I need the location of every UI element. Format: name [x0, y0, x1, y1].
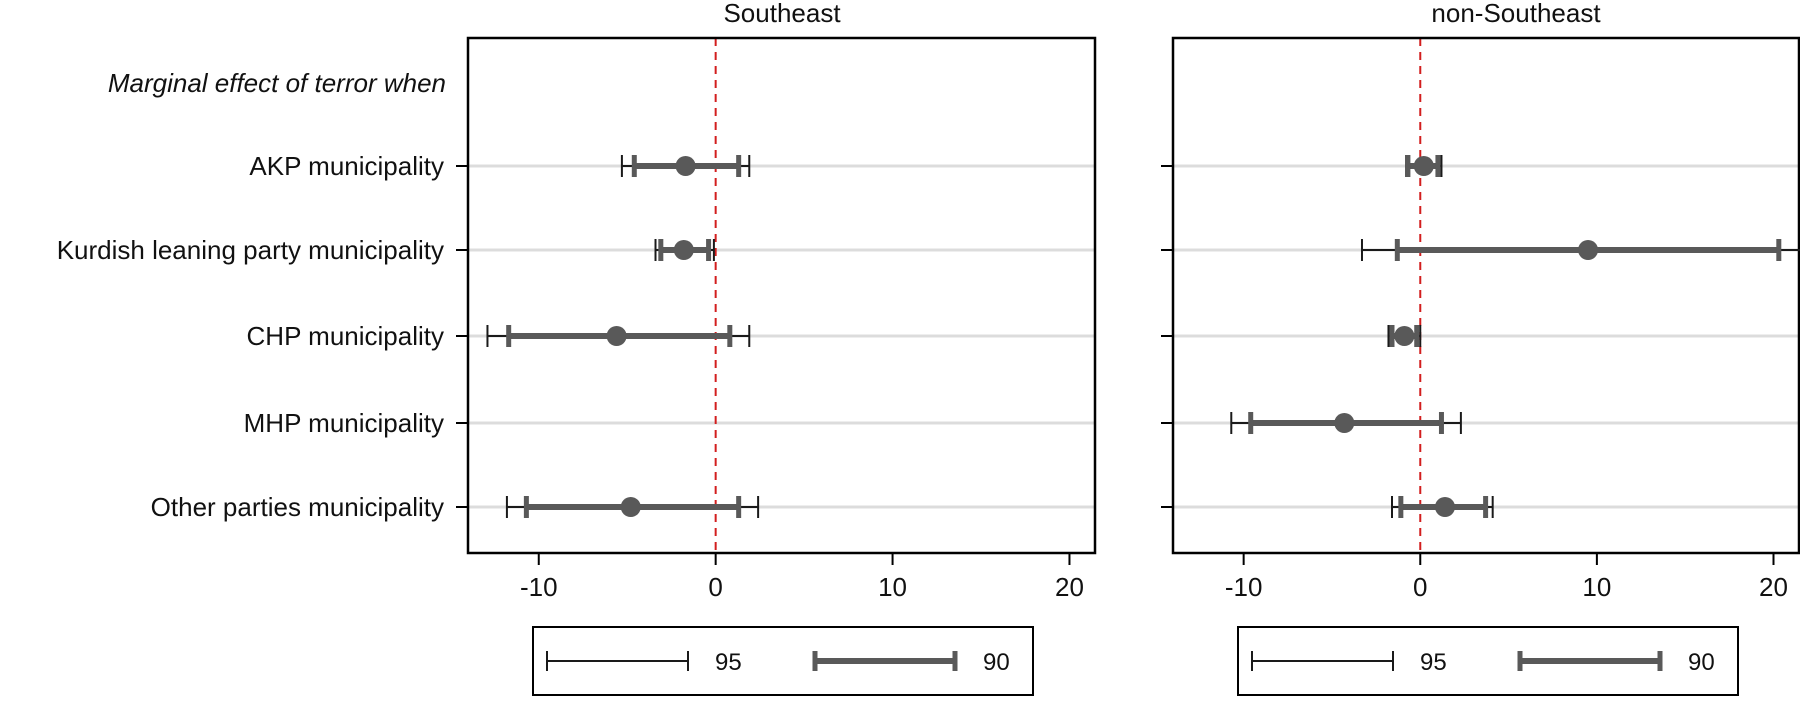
southeast-legend-label-95: 95 — [715, 649, 742, 676]
non-southeast-estimate-chp-municipality — [1394, 326, 1415, 346]
southeast-xtick-label-10: -10 — [520, 572, 558, 602]
southeast-estimate-chp-municipality — [606, 326, 627, 346]
southeast-legend-label-90: 90 — [983, 649, 1010, 676]
southeast-estimate-kurdish-leaning-party-municipality — [673, 240, 694, 260]
panel-title-southeast: Southeast — [723, 0, 841, 28]
southeast-xtick-label-10: 10 — [878, 572, 907, 602]
row-label-akp-municipality: AKP municipality — [249, 151, 444, 181]
non-southeast-estimate-mhp-municipality — [1334, 413, 1355, 433]
non-southeast-estimate-akp-municipality — [1413, 156, 1434, 176]
southeast-estimate-other-parties-municipality — [620, 497, 641, 517]
panel-title-non-southeast: non-Southeast — [1431, 0, 1601, 28]
row-header: Marginal effect of terror when — [108, 68, 446, 98]
southeast-xtick-label-0: 0 — [708, 572, 722, 602]
non-southeast-plot-frame — [1171, 36, 1800, 555]
row-label-chp-municipality: CHP municipality — [247, 321, 444, 351]
southeast-plot-frame — [466, 36, 1097, 555]
row-label-kurdish-leaning-party-municipality: Kurdish leaning party municipality — [57, 235, 444, 265]
non-southeast-estimate-other-parties-municipality — [1434, 497, 1455, 517]
non-southeast-xtick-label-20: 20 — [1759, 572, 1788, 602]
row-label-mhp-municipality: MHP municipality — [244, 408, 444, 438]
non-southeast-xtick-label-0: 0 — [1413, 572, 1427, 602]
non-southeast-xtick-label-10: -10 — [1225, 572, 1263, 602]
non-southeast-legend-label-90: 90 — [1688, 649, 1715, 676]
non-southeast-xtick-label-10: 10 — [1582, 572, 1611, 602]
southeast-xtick-label-20: 20 — [1055, 572, 1084, 602]
row-label-other-parties-municipality: Other parties municipality — [151, 492, 444, 522]
non-southeast-estimate-kurdish-leaning-party-municipality — [1578, 240, 1599, 260]
non-southeast-legend-label-95: 95 — [1420, 649, 1447, 676]
southeast-estimate-akp-municipality — [675, 156, 696, 176]
